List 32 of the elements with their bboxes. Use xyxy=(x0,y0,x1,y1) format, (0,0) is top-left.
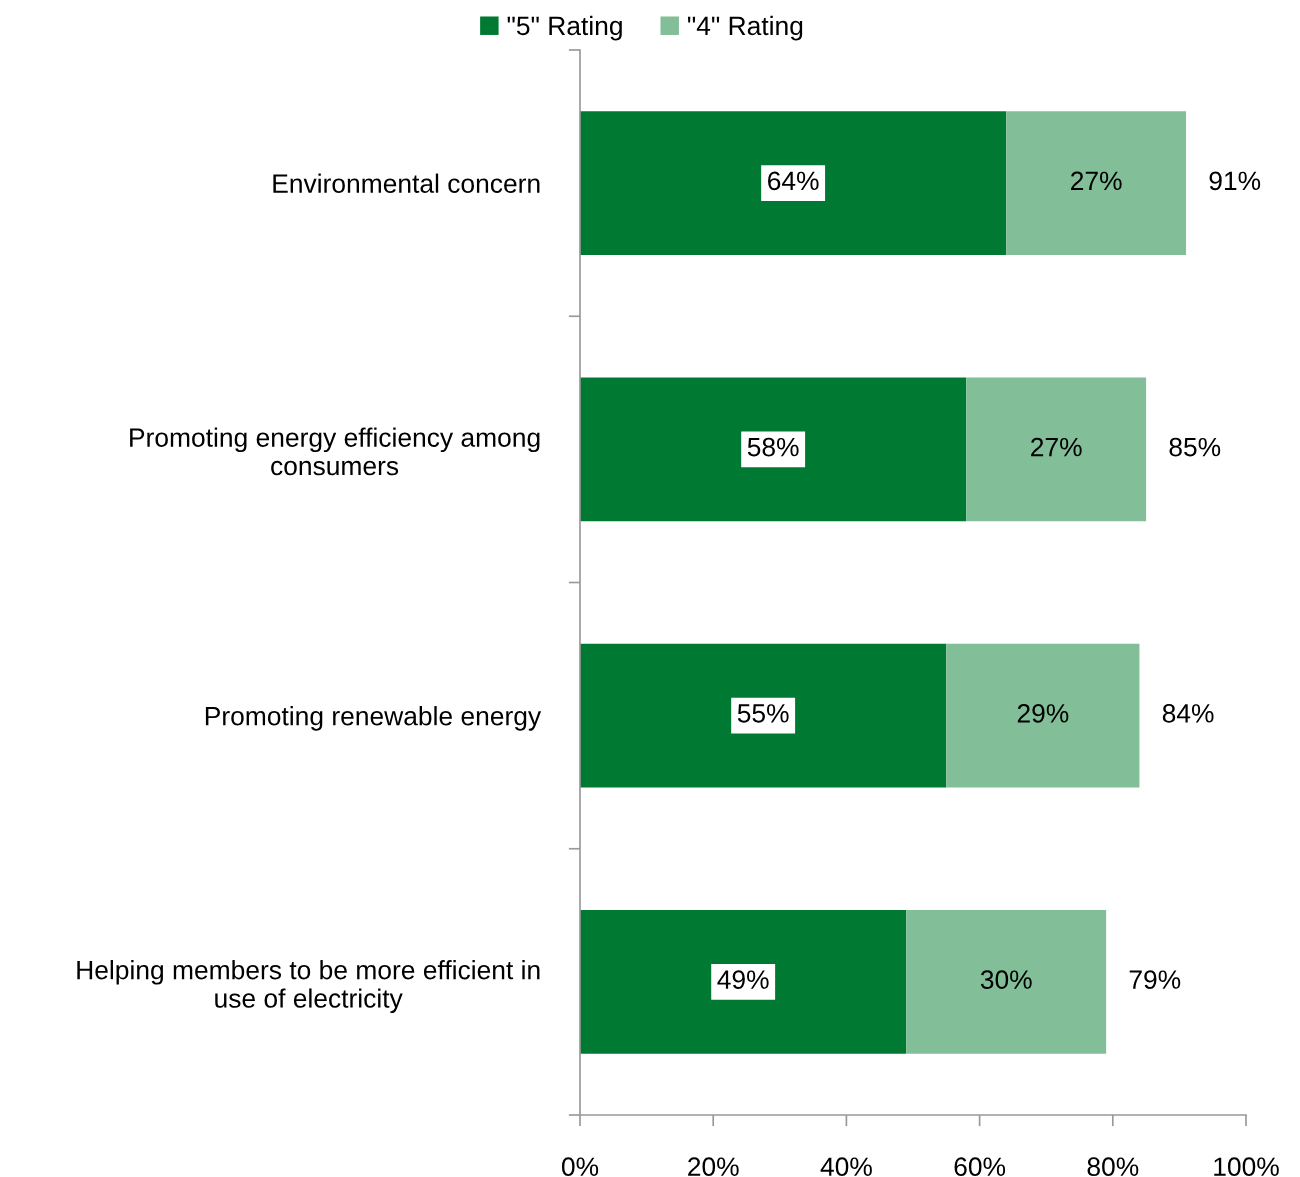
total-label: 91% xyxy=(1209,171,1261,191)
bar xyxy=(580,643,947,788)
legend-label: "4" Rating xyxy=(687,15,803,41)
bar xyxy=(946,643,1140,788)
total-label: 79% xyxy=(1129,970,1181,989)
x-tick-label: 20% xyxy=(688,1157,739,1177)
x-tick-label: 100% xyxy=(1214,1157,1279,1177)
y-tick-label: Promoting renewable energy xyxy=(205,706,542,731)
data-label: 49% xyxy=(717,970,769,989)
data-label: 64% xyxy=(768,171,819,191)
data-label: 27% xyxy=(1071,171,1122,191)
bar xyxy=(906,909,1107,1054)
y-tick-label: Environmental concern xyxy=(273,173,540,193)
data-label: 55% xyxy=(737,704,789,723)
y-tick-label: Helping members to be more efficient in use of electricity xyxy=(77,960,540,1014)
data-label: 58% xyxy=(747,437,799,457)
total-label: 84% xyxy=(1162,704,1214,723)
legend-label: "5" Rating xyxy=(507,15,622,41)
bar xyxy=(580,377,967,522)
bar xyxy=(966,377,1147,522)
x-tick-label: 80% xyxy=(1087,1157,1139,1177)
data-label: 27% xyxy=(1031,437,1082,457)
total-label: 85% xyxy=(1169,437,1221,457)
bar xyxy=(580,909,907,1054)
x-tick-label: 60% xyxy=(954,1157,1006,1177)
data-label: 29% xyxy=(1017,704,1069,723)
data-label: 30% xyxy=(980,970,1032,989)
y-tick-label: Promoting energy efficiency among consumers xyxy=(130,427,540,476)
x-tick-label: 0% xyxy=(561,1157,599,1177)
bar xyxy=(1006,111,1187,256)
bar xyxy=(580,111,1007,256)
x-tick-label: 40% xyxy=(820,1157,872,1177)
